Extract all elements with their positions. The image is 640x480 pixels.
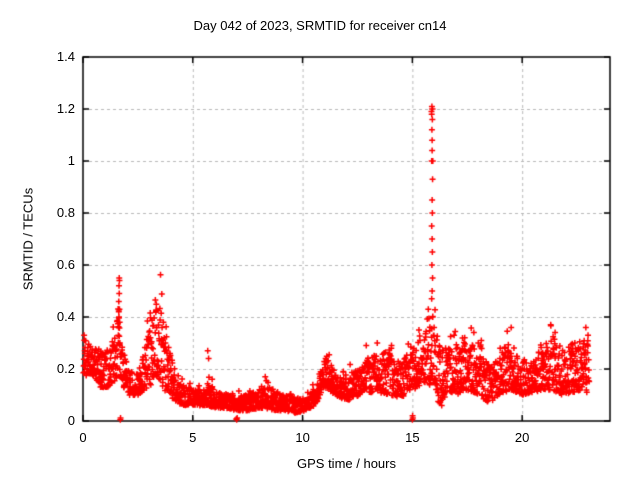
- y-tick-label: 0.6: [56, 257, 75, 272]
- x-tick-label: 0: [79, 430, 87, 445]
- x-tick-label: 5: [189, 430, 197, 445]
- x-axis-label: GPS time / hours: [297, 456, 396, 471]
- y-tick-label: 0: [67, 413, 75, 428]
- y-tick-label: 0.4: [56, 309, 75, 324]
- y-axis-label: SRMTID / TECUs: [20, 187, 36, 291]
- y-tick-label: 0.8: [56, 205, 75, 220]
- y-tick-label: 1: [67, 153, 75, 168]
- y-tick-label: 1.2: [56, 101, 75, 116]
- y-tick-label: 0.2: [56, 361, 75, 376]
- x-tick-label: 10: [295, 430, 310, 445]
- x-tick-label: 15: [405, 430, 420, 445]
- y-tick-label: 1.4: [56, 49, 75, 64]
- chart-title: Day 042 of 2023, SRMTID for receiver cn1…: [193, 18, 447, 33]
- x-tick-label: 20: [514, 430, 530, 445]
